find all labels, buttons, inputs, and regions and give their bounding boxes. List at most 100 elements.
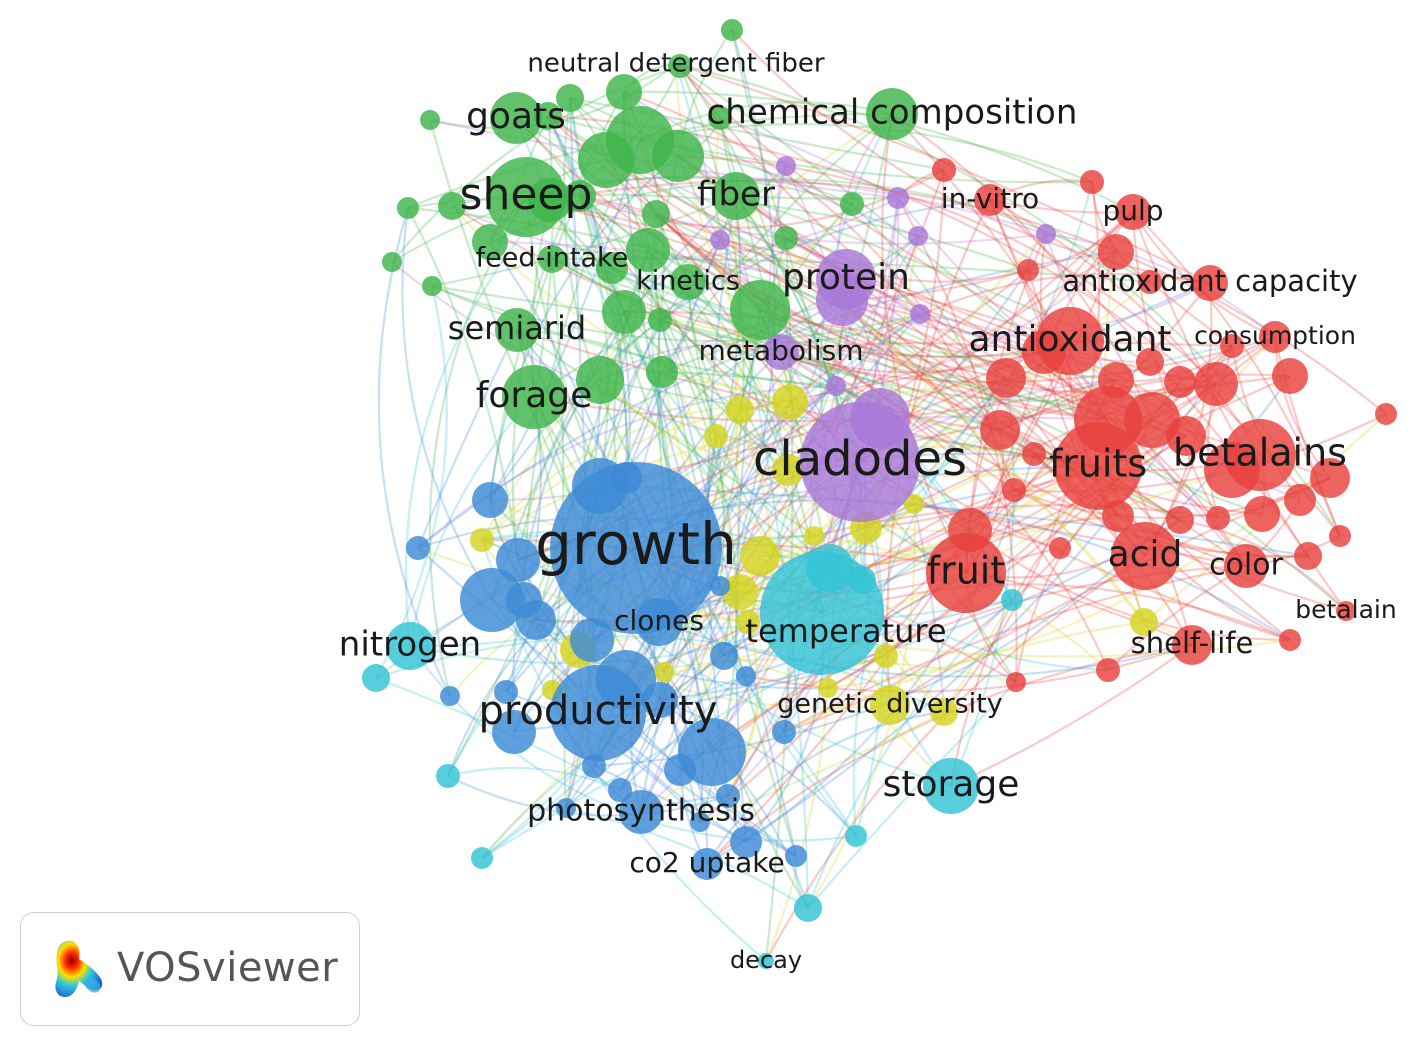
keyword-node-clones[interactable]: [635, 598, 683, 646]
keyword-node[interactable]: [1017, 259, 1039, 281]
keyword-node[interactable]: [1294, 542, 1322, 570]
keyword-node[interactable]: [1138, 270, 1162, 294]
keyword-node[interactable]: [1310, 458, 1350, 498]
keyword-node[interactable]: [382, 252, 402, 272]
keyword-node[interactable]: [736, 610, 760, 634]
keyword-node-sheep[interactable]: [486, 157, 566, 237]
keyword-node[interactable]: [1036, 224, 1056, 244]
keyword-node[interactable]: [570, 618, 614, 662]
keyword-node-storage[interactable]: [923, 758, 979, 814]
keyword-node[interactable]: [980, 410, 1020, 450]
keyword-node[interactable]: [874, 644, 898, 668]
keyword-node[interactable]: [1166, 506, 1194, 534]
keyword-node-kinetics[interactable]: [670, 264, 706, 300]
keyword-node[interactable]: [1220, 334, 1244, 358]
keyword-node[interactable]: [1002, 478, 1026, 502]
keyword-node[interactable]: [654, 662, 674, 682]
keyword-node[interactable]: [496, 538, 540, 582]
keyword-node-fruits[interactable]: [1054, 422, 1142, 510]
keyword-node[interactable]: [556, 84, 584, 112]
keyword-node[interactable]: [904, 494, 924, 514]
keyword-node[interactable]: [1080, 170, 1104, 194]
keyword-node-shelf-life[interactable]: [1172, 625, 1212, 665]
keyword-node[interactable]: [556, 798, 576, 818]
keyword-node[interactable]: [506, 582, 542, 618]
keyword-node-acid[interactable]: [1111, 522, 1179, 590]
keyword-node-chemical-composition[interactable]: [866, 88, 918, 140]
keyword-node-betalain[interactable]: [1336, 601, 1356, 621]
keyword-node[interactable]: [470, 528, 494, 552]
keyword-node-goats[interactable]: [490, 92, 542, 144]
keyword-node[interactable]: [668, 54, 692, 78]
keyword-node[interactable]: [1279, 629, 1301, 651]
keyword-node[interactable]: [1022, 442, 1046, 466]
keyword-node-temperature[interactable]: [760, 551, 884, 675]
keyword-node[interactable]: [736, 666, 756, 686]
keyword-node[interactable]: [690, 812, 710, 832]
keyword-node-nitrogen[interactable]: [386, 622, 434, 670]
keyword-node[interactable]: [1098, 234, 1134, 270]
keyword-node[interactable]: [642, 682, 678, 718]
keyword-node[interactable]: [1130, 608, 1158, 636]
keyword-node[interactable]: [772, 720, 796, 744]
keyword-node-fiber[interactable]: [712, 172, 760, 220]
keyword-node[interactable]: [986, 358, 1026, 398]
keyword-node-feed-intake[interactable]: [538, 245, 566, 273]
keyword-node-semiarid[interactable]: [495, 308, 539, 352]
keyword-node-cladodes[interactable]: [800, 402, 920, 522]
keyword-node[interactable]: [1166, 416, 1206, 456]
keyword-node-protein[interactable]: [816, 249, 876, 309]
keyword-node[interactable]: [1006, 672, 1026, 692]
keyword-node[interactable]: [932, 158, 956, 182]
keyword-node[interactable]: [564, 180, 596, 212]
keyword-node[interactable]: [422, 276, 442, 296]
keyword-node[interactable]: [785, 845, 807, 867]
keyword-node[interactable]: [1284, 484, 1316, 516]
keyword-node[interactable]: [440, 686, 460, 706]
keyword-node[interactable]: [420, 110, 440, 130]
keyword-node[interactable]: [1164, 366, 1196, 398]
keyword-node-genetic-diversity[interactable]: [870, 685, 910, 725]
keyword-node-forage[interactable]: [502, 365, 566, 429]
keyword-node[interactable]: [726, 396, 754, 424]
keyword-node[interactable]: [436, 764, 460, 788]
keyword-node[interactable]: [930, 698, 958, 726]
keyword-node[interactable]: [606, 74, 642, 110]
keyword-node-in-vitro[interactable]: [974, 184, 1006, 216]
keyword-node-growth[interactable]: [550, 462, 722, 634]
keyword-node[interactable]: [740, 536, 780, 576]
keyword-node[interactable]: [406, 536, 430, 560]
keyword-node-consumption[interactable]: [1259, 321, 1291, 353]
keyword-node[interactable]: [602, 290, 646, 334]
keyword-node[interactable]: [1124, 392, 1180, 448]
keyword-node[interactable]: [642, 200, 670, 228]
keyword-node[interactable]: [826, 376, 846, 396]
keyword-node[interactable]: [1136, 348, 1164, 376]
keyword-node[interactable]: [1329, 525, 1351, 547]
keyword-node[interactable]: [1096, 658, 1120, 682]
keyword-node[interactable]: [472, 482, 508, 518]
keyword-node[interactable]: [626, 228, 670, 272]
keyword-node[interactable]: [1244, 496, 1280, 532]
keyword-node[interactable]: [397, 197, 419, 219]
keyword-node[interactable]: [774, 226, 798, 250]
keyword-node[interactable]: [710, 230, 730, 250]
keyword-node[interactable]: [818, 678, 838, 698]
keyword-node[interactable]: [648, 308, 672, 332]
keyword-node-decay[interactable]: [758, 953, 774, 969]
keyword-node[interactable]: [1206, 506, 1230, 530]
keyword-node-metabolism[interactable]: [763, 334, 799, 370]
keyword-node[interactable]: [887, 187, 909, 209]
keyword-node-pulp[interactable]: [1115, 194, 1151, 230]
keyword-node[interactable]: [471, 847, 493, 869]
keyword-node[interactable]: [804, 526, 824, 546]
keyword-node[interactable]: [708, 106, 732, 130]
keyword-node[interactable]: [840, 192, 864, 216]
keyword-node[interactable]: [652, 130, 704, 182]
keyword-node[interactable]: [710, 642, 738, 670]
keyword-node[interactable]: [772, 384, 808, 420]
keyword-node[interactable]: [704, 424, 728, 448]
keyword-node[interactable]: [1194, 362, 1238, 406]
keyword-node-antioxidant[interactable]: [1036, 307, 1104, 375]
keyword-node-betalains[interactable]: [1224, 419, 1296, 491]
